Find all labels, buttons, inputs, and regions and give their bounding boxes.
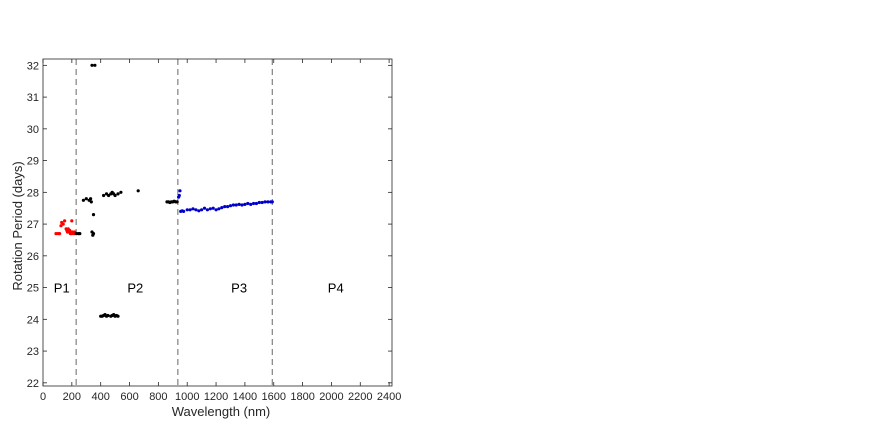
x-tick-label: 1800 — [290, 391, 314, 403]
data-point — [223, 205, 227, 209]
data-point — [257, 200, 261, 205]
data-point — [84, 197, 88, 201]
data-point — [175, 200, 179, 204]
data-point — [102, 193, 106, 198]
plot-area — [43, 59, 392, 386]
data-point — [220, 206, 224, 210]
data-point — [113, 193, 117, 198]
data-point — [70, 219, 74, 223]
y-axis-label: Rotation Period (days) — [10, 161, 25, 290]
data-point — [58, 232, 62, 236]
data-point — [90, 63, 94, 67]
y-tick-label: 31 — [27, 92, 39, 104]
data-point — [182, 209, 186, 213]
data-point — [89, 197, 93, 201]
data-point — [200, 208, 204, 212]
data-point — [202, 206, 207, 210]
data-point — [217, 207, 221, 211]
data-point — [177, 193, 181, 198]
data-point — [61, 222, 65, 226]
data-point — [197, 209, 201, 213]
data-point — [93, 63, 97, 67]
data-point — [211, 206, 215, 210]
x-tick-label: 200 — [63, 391, 81, 403]
data-point — [106, 313, 110, 318]
x-tick-label: 1400 — [233, 391, 257, 403]
region-label: P4 — [328, 280, 344, 295]
x-tick-label: 2200 — [348, 391, 372, 403]
data-point — [116, 314, 120, 318]
region-boundaries — [75, 59, 273, 386]
y-tick-label: 30 — [27, 124, 39, 136]
region-label: P3 — [231, 280, 247, 295]
data-point — [91, 213, 96, 217]
data-point — [91, 232, 96, 236]
data-point — [237, 202, 241, 206]
x-tick-label: 600 — [120, 391, 138, 403]
data-point — [116, 192, 120, 196]
y-tick-label: 25 — [27, 283, 39, 295]
x-tick-label: 1000 — [175, 391, 199, 403]
x-tick-label: 1600 — [262, 391, 286, 403]
data-point — [249, 202, 253, 206]
data-point — [194, 208, 198, 212]
axes: 0 200 400 600 800 1000 1200 1400 1600 1800 2000 220… — [27, 58, 401, 403]
data-point — [178, 189, 182, 193]
x-tick-label: 800 — [149, 391, 167, 403]
x-tick-label: 1200 — [204, 391, 228, 403]
x-tick-label: 2400 — [377, 391, 401, 403]
data-point — [107, 193, 111, 198]
data-point — [191, 207, 195, 211]
y-tick-label: 22 — [27, 378, 39, 390]
data-point — [89, 200, 93, 204]
data-point — [240, 203, 244, 207]
x-tick-label: 0 — [40, 391, 46, 403]
data-point — [78, 232, 82, 236]
data-point — [136, 189, 140, 193]
data-point — [246, 201, 250, 206]
data-point — [119, 190, 123, 194]
data-point — [226, 205, 230, 209]
data-point — [228, 204, 233, 208]
data-point — [214, 208, 218, 212]
x-tick-label: 2000 — [319, 391, 343, 403]
y-tick-label: 27 — [27, 219, 39, 231]
y-tick-label: 24 — [27, 314, 39, 326]
y-tick-label: 32 — [27, 60, 39, 72]
data-point — [263, 200, 267, 204]
x-axis-label: Wavelength (nm) — [172, 404, 271, 419]
data-point — [260, 200, 264, 205]
plot-background — [43, 59, 392, 386]
data-points — [54, 63, 274, 318]
data-point — [254, 201, 258, 206]
data-point — [59, 224, 63, 228]
data-point — [243, 202, 247, 206]
data-point — [185, 208, 189, 212]
y-tick-label: 23 — [27, 346, 39, 358]
data-point — [205, 208, 209, 212]
data-point — [234, 203, 238, 207]
data-point — [208, 207, 212, 211]
y-tick-label: 28 — [27, 187, 39, 199]
region-labels: P1 P2 P3 P4 — [54, 280, 344, 295]
data-point — [266, 200, 270, 204]
plot-frame — [42, 58, 393, 387]
region-label: P1 — [54, 280, 70, 295]
data-point — [188, 208, 192, 212]
data-point — [252, 201, 256, 206]
data-point — [63, 219, 67, 223]
x-tick-label: 400 — [92, 391, 110, 403]
data-point — [231, 203, 235, 207]
y-tick-label: 29 — [27, 156, 39, 168]
data-point — [270, 200, 274, 204]
region-label: P2 — [127, 280, 143, 295]
data-point — [81, 198, 85, 202]
y-tick-label: 26 — [27, 251, 39, 263]
